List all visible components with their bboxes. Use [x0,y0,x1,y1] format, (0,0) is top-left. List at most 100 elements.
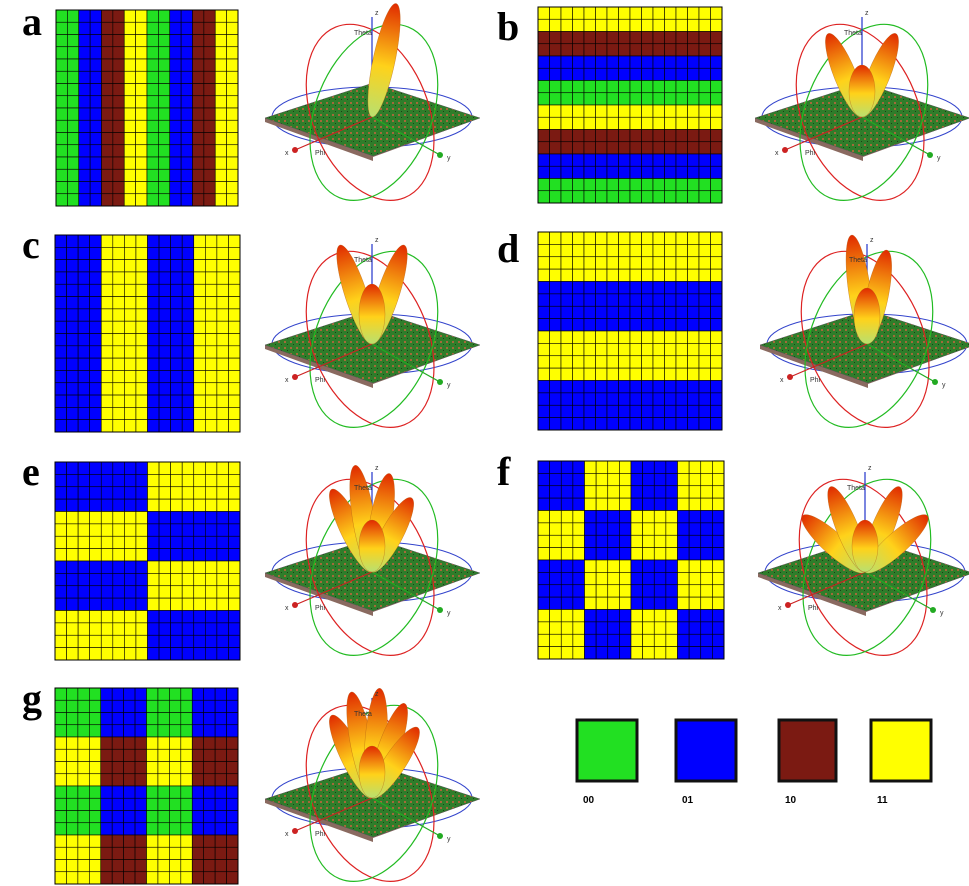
unit-cell [146,119,159,133]
unit-cell [193,234,206,248]
unit-cell [560,584,574,598]
unit-cell [203,168,216,182]
unit-cell [205,535,218,549]
matrix-border [55,9,239,207]
unit-cell [66,234,79,248]
unit-cell [216,622,229,636]
unit-cell [665,473,678,487]
unit-cell [135,107,148,121]
unit-cell [228,234,241,248]
unit-cell [687,380,700,394]
unit-cell [78,144,91,158]
unit-cell [205,394,218,408]
unit-cell [55,83,68,97]
unit-cell [89,58,102,72]
unit-cell [89,699,102,713]
unit-cell [146,871,159,885]
unit-cell [652,380,665,394]
unit-cell [158,610,171,624]
unit-cell [157,785,170,799]
unit-cell [203,95,216,109]
unit-cell [192,83,205,97]
unit-cell [66,699,79,713]
unit-cell [77,622,90,636]
unit-cell [180,58,193,72]
unit-cell [123,46,136,60]
unit-cell [89,283,102,297]
unit-cell [89,357,102,371]
unit-cell [549,330,562,344]
theta-circle-green [802,478,932,656]
unit-cell [77,234,90,248]
unit-cell [124,419,137,433]
unit-cell [618,165,631,179]
unit-cell [124,357,137,371]
unit-cell [89,333,102,347]
legend: 00 01 10 11 [575,718,933,806]
unit-cell [78,132,91,146]
unit-cell [677,485,690,499]
unit-cell [700,584,713,598]
unit-cell [607,485,620,499]
unit-cell [665,485,678,499]
unit-cell [700,646,713,660]
unit-cell [111,724,124,738]
unit-cell [100,296,114,310]
unit-cell [66,834,79,848]
unit-cell [192,9,205,23]
unit-cell [549,6,562,20]
unit-cell [89,156,102,170]
unit-cell [214,712,227,726]
unit-cell [214,846,227,860]
unit-cell [677,633,690,647]
unit-cell [78,168,91,182]
theta-circle-red [305,23,435,201]
unit-cell [677,572,690,586]
unit-cell [665,497,678,511]
unit-cell [595,153,608,167]
unit-cell [606,293,619,307]
unit-cell [158,95,171,109]
unit-cell [158,523,171,537]
unit-cell [549,55,562,69]
unit-cell [101,193,114,207]
unit-cell [66,511,79,525]
unit-cell [89,296,102,310]
unit-cell [537,460,550,474]
unit-cell [226,761,239,775]
unit-cell [584,510,597,524]
unit-cell [595,343,608,357]
unit-cell [112,523,125,537]
unit-cell [100,370,114,384]
unit-cell [537,153,550,167]
unit-cell [653,522,667,536]
unit-cell [629,141,642,155]
unit-cell [147,394,160,408]
unit-cell [698,165,711,179]
unit-cell [583,244,596,258]
unit-cell [192,119,205,133]
unit-cell [77,357,90,371]
unit-cell [89,773,102,787]
unit-cell [170,407,183,420]
unit-cell [537,178,550,192]
unit-cell [675,330,688,344]
axis-label: x [285,150,289,157]
unit-cell [607,460,620,474]
axis-label: Phi [805,150,816,157]
unit-cell [205,647,218,661]
unit-cell [687,404,700,418]
unit-cell [192,58,205,72]
unit-cell [572,522,585,536]
unit-cell [54,259,67,273]
unit-cell [124,394,137,408]
unit-cell [698,417,711,431]
unit-cell [134,761,147,775]
unit-cell [537,343,550,357]
unit-cell [549,281,562,295]
unit-cell [664,330,677,344]
unit-cell [652,305,665,319]
unit-cell [583,104,596,118]
